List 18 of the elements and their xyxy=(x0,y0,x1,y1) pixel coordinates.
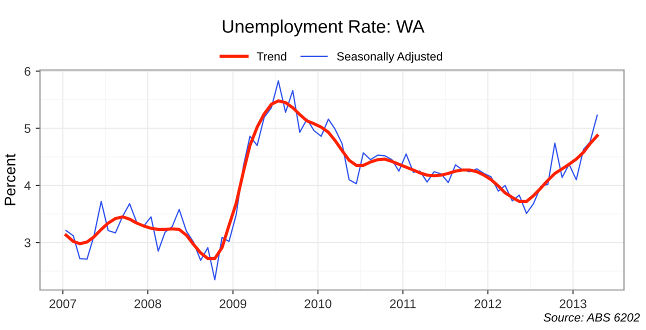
x-tick-label: 2011 xyxy=(390,299,416,308)
x-tick-label: 2012 xyxy=(474,299,502,308)
y-tick-label: 3 xyxy=(24,238,30,248)
x-tick-label: 2010 xyxy=(304,299,332,308)
line-series xyxy=(64,99,599,260)
x-tick-label: 2013 xyxy=(560,299,586,308)
chart-title: Unemployment Rate: WA xyxy=(222,20,424,36)
y-axis-title: Percent xyxy=(4,154,16,206)
y-tick-label: 5 xyxy=(24,124,30,133)
y-tick-label: 4 xyxy=(24,181,31,190)
y-tick-label: 6 xyxy=(24,66,30,76)
legend-label: Trend xyxy=(256,52,286,61)
x-tick-label: 2009 xyxy=(220,299,246,308)
line-series xyxy=(65,80,598,280)
x-tick-label: 2008 xyxy=(134,299,162,308)
legend-label: Seasonally Adjusted xyxy=(337,52,442,63)
source-note: Source: ABS 6202 xyxy=(544,313,640,322)
x-tick-label: 2007 xyxy=(50,299,76,308)
